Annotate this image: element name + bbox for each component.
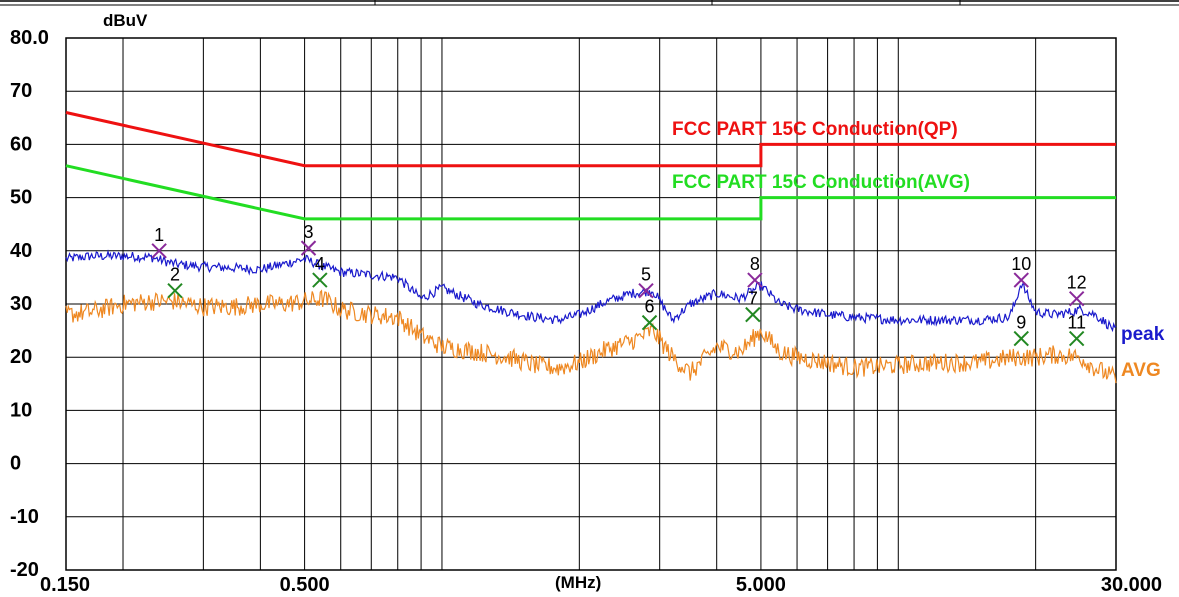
limit-label: FCC PART 15C Conduction(AVG) [672, 172, 970, 193]
marker: 10 [1011, 254, 1031, 288]
marker-cross [151, 243, 167, 259]
marker: 9 [1013, 313, 1029, 347]
y-tick-label: 80.0 [10, 27, 49, 49]
marker-cross [1013, 272, 1029, 288]
marker-label: 12 [1067, 273, 1087, 293]
marker-label: 7 [748, 289, 758, 309]
x-tick-label: 0.150 [40, 574, 90, 596]
marker-cross [641, 314, 658, 331]
marker: 2 [167, 265, 183, 299]
marker: 11 [1067, 313, 1086, 347]
marker-cross [638, 282, 654, 299]
marker-label: 5 [641, 265, 651, 285]
trace-label: peak [1121, 324, 1165, 345]
y-tick-label: -10 [10, 506, 39, 528]
marker: 3 [300, 222, 317, 256]
marker-label: 10 [1011, 254, 1031, 274]
marker-label: 11 [1067, 313, 1086, 333]
marker: 12 [1067, 273, 1087, 307]
marker-label: 8 [750, 254, 760, 274]
trace-series: peak AVG [65, 249, 1165, 384]
y-tick-label: 50 [10, 187, 32, 209]
marker-label: 4 [315, 254, 325, 274]
y-tick-label: 0 [10, 453, 21, 475]
limit-label: FCC PART 15C Conduction(QP) [672, 119, 958, 140]
x-axis-unit: (MHz) [555, 573, 601, 592]
marker-label: 3 [304, 222, 314, 242]
x-tick-label: 0.500 [280, 574, 330, 596]
marker-cross [1013, 330, 1029, 347]
limit-line [65, 164, 1116, 221]
marker: 6 [641, 297, 658, 331]
marker: 4 [312, 254, 328, 288]
top-strip [0, 0, 1179, 6]
limit-lines: FCC PART 15C Conduction(QP) FCC PART 15C … [65, 111, 1116, 221]
marker-cross [745, 306, 761, 323]
marker: 8 [747, 254, 763, 288]
y-tick-label: 10 [10, 399, 32, 421]
y-tick-label: 20 [10, 346, 32, 368]
x-tick-label: 30.000 [1101, 574, 1162, 596]
trace-label: AVG [1121, 360, 1161, 381]
trace-line [65, 289, 1117, 384]
y-tick-label: 40 [10, 240, 32, 262]
marker-label: 6 [645, 297, 655, 317]
y-axis-unit: dBuV [103, 11, 148, 30]
x-tick-label: 5.000 [736, 574, 786, 596]
plot-frame [65, 37, 1117, 571]
marker: 1 [151, 225, 167, 259]
marker-label: 1 [154, 225, 164, 245]
x-axis-ticks: 0.150 0.500 5.000 30.000 [40, 574, 1162, 596]
marker-label: 9 [1016, 313, 1026, 333]
y-tick-label: 70 [10, 80, 32, 102]
marker: 7 [745, 289, 761, 323]
trace-line [65, 249, 1117, 333]
y-axis-ticks: 80.0 70 60 50 40 30 20 10 0 -10 -20 [10, 27, 49, 581]
limit-line [65, 111, 1116, 168]
y-tick-label: -20 [10, 559, 39, 581]
marker-cross [167, 282, 183, 299]
marker-cross [1068, 330, 1085, 347]
marker-cross [312, 272, 328, 288]
y-tick-label: 30 [10, 293, 32, 315]
marker-label: 2 [170, 265, 180, 285]
marker-cross [300, 240, 317, 256]
y-tick-label: 60 [10, 133, 32, 155]
marker-cross [747, 272, 763, 288]
marker-cross [1068, 290, 1085, 307]
marker: 5 [638, 265, 654, 299]
